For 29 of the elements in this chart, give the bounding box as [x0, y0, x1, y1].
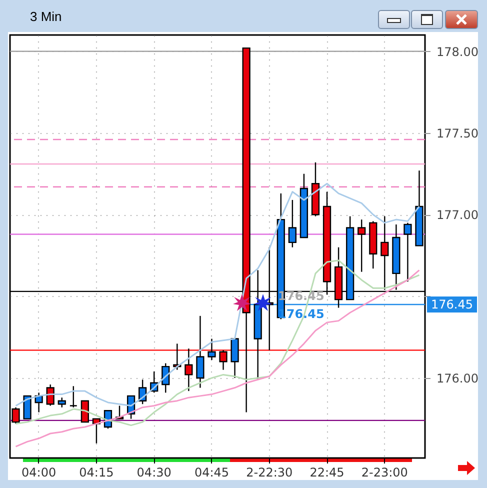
y-tick-label: 177.00 [436, 208, 478, 222]
candlestick [404, 222, 412, 282]
candlestick [288, 199, 296, 248]
ref-line-label: 176.45 [431, 297, 473, 312]
candlestick [58, 396, 66, 408]
x-tick-label: 04:00 [22, 466, 56, 480]
candlestick [80, 400, 89, 423]
candlestick [358, 218, 366, 272]
candlestick [46, 384, 54, 406]
x-tick-label: 04:45 [194, 466, 230, 480]
line-series [15, 260, 420, 426]
candlestick [69, 386, 78, 408]
x-tick-label: 04:15 [79, 466, 114, 480]
candlestick [196, 315, 204, 388]
line-series [15, 269, 420, 448]
candlestick [230, 338, 239, 379]
chart-title: 3 Min [30, 9, 62, 24]
x-tick-label: 2-22:30 [246, 466, 293, 480]
x-tick-label: 22:45 [310, 466, 344, 480]
x-tick-label: 04:30 [136, 466, 172, 480]
candlestick [208, 338, 216, 361]
x-tick-label: 2-23:00 [361, 466, 408, 480]
y-tick-label: 176.00 [436, 371, 478, 386]
candlestick [12, 406, 20, 424]
candlestick [184, 348, 193, 392]
candlestick [219, 350, 228, 370]
candlestick [23, 395, 32, 420]
y-tick-label: 177.50 [436, 126, 478, 140]
y-tick-label: 178.00 [436, 44, 478, 59]
